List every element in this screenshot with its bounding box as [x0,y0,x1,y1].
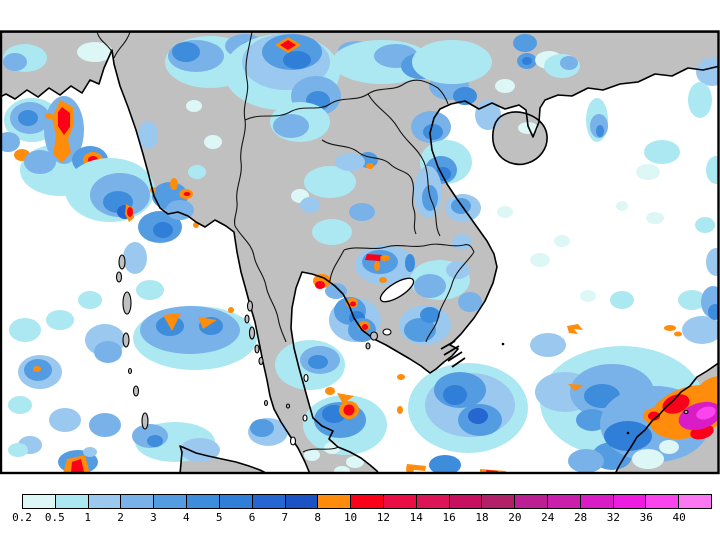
colorbar-segment [515,495,548,508]
colorbar-segment [351,495,384,508]
colorbar-segment [383,495,417,508]
precip-bay-of-bengal [2,42,222,243]
colorbar-segment [679,495,712,508]
colorbar-segment [449,495,483,508]
precip-interior [291,153,482,312]
colorbar-tick-label: 36 [639,511,653,524]
precip-layer [2,34,718,472]
colorbar-tick-label: 28 [573,511,588,524]
precip-north-indochina [165,34,515,169]
colorbar-tick-label: 20 [508,511,522,524]
colorbar-tick-label: 32 [606,511,621,524]
colorbar-tick-label: 18 [475,511,489,524]
colorbar-segment [88,495,122,508]
colorbar-segment [55,495,89,508]
colorbar-tick-label: 3 [150,511,157,524]
mekong-delta-channels [440,340,466,368]
colorbar-tick-label: 24 [541,511,555,524]
colorbar-segment [646,495,680,508]
colorbar-segment [580,495,614,508]
colorbar-tick-label: 14 [409,511,423,524]
colorbar-segment [23,495,56,508]
colorbar-segment [416,495,450,508]
island-layer [115,254,689,446]
colorbar-segment [285,495,319,508]
colorbar-tick-label: 5 [215,511,223,524]
colorbar-segment [252,495,286,508]
colorbar-labels: 0.2 0.5 1 2 3 4 5 6 7 8 10 12 14 16 18 20 24 28 32 36 40 [12,511,712,525]
precip-vietnam-coast [411,111,481,222]
colorbar-tick-label: 0.5 [44,511,65,524]
precip-storm-cell-borneo [600,376,718,469]
precip-south-china [513,34,718,184]
colorbar-tick-label: 4 [182,511,190,524]
colorbar-tick-label: 16 [442,511,456,524]
colorbar-segment [154,495,188,508]
map-frame [0,30,720,475]
colorbar [22,494,712,509]
precip-south-vietnam-sea [397,305,528,472]
colorbar-segment [187,495,220,508]
colorbar-segment [121,495,155,508]
coastline-layer [2,32,718,472]
colorbar-segment [318,495,352,508]
precip-andaman-sea [8,242,257,472]
colorbar-segment [613,495,647,508]
colorbar-segment [219,495,253,508]
colorbar-tick-label: 8 [314,511,322,524]
colorbar-tick-label: 12 [376,511,391,524]
colorbar-segment [482,495,516,508]
colorbar-tick-label: 40 [672,511,686,524]
colorbar-tick-label: 6 [248,511,256,524]
lake-tonle-sap [379,277,415,303]
colorbar-segment [548,495,581,508]
colorbar-tick-label: 0.2 [12,511,32,524]
colorbar-tick-label: 2 [117,511,124,524]
precip-gulf-of-thailand [248,274,387,472]
colorbar-tick-label: 1 [84,511,92,524]
colorbar-tick-label: 10 [343,511,358,524]
colorbar-tick-label: 7 [281,511,289,524]
